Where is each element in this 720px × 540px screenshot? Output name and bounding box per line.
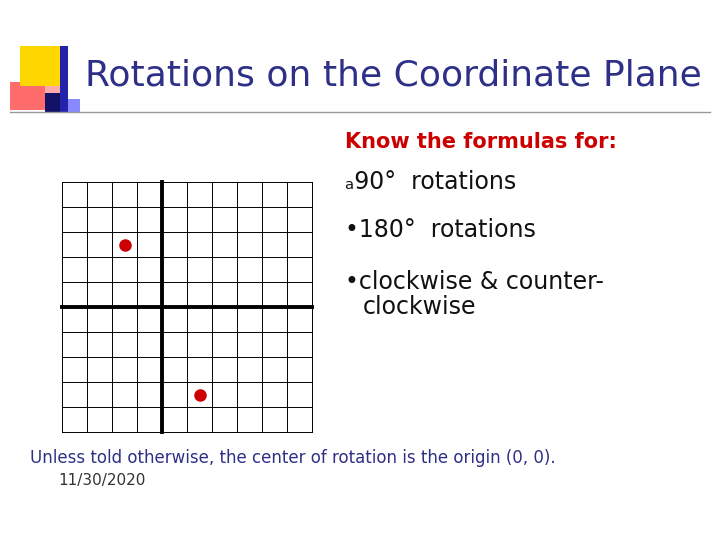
Text: Rotations on the Coordinate Plane: Rotations on the Coordinate Plane [85, 58, 702, 92]
Bar [45, 93, 61, 113]
Text: clockwise: clockwise [363, 295, 477, 319]
Text: 11/30/2020: 11/30/2020 [58, 472, 145, 488]
Text: Unless told otherwise, the center of rotation is the origin (0, 0).: Unless told otherwise, the center of rot… [30, 449, 556, 467]
Text: Know the formulas for:: Know the formulas for: [345, 132, 617, 152]
Bar [60, 46, 68, 113]
FancyBboxPatch shape [10, 82, 60, 110]
Text: •clockwise & counter-: •clockwise & counter- [345, 270, 604, 294]
Text: •180°  rotations: •180° rotations [345, 218, 536, 242]
Text: ₐ90°  rotations: ₐ90° rotations [345, 170, 516, 194]
Bar [20, 46, 64, 86]
Bar [10, 82, 45, 110]
Bar [45, 99, 80, 113]
